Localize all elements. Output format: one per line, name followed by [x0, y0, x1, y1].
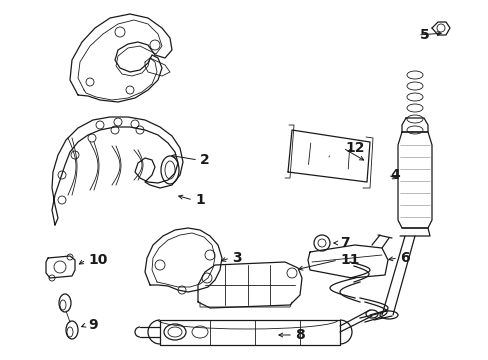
Text: 12: 12 [345, 141, 364, 155]
Text: 1: 1 [195, 193, 204, 207]
Text: 8: 8 [294, 328, 304, 342]
Text: 10: 10 [88, 253, 107, 267]
Text: 4: 4 [389, 168, 399, 182]
Text: 11: 11 [339, 253, 359, 267]
Text: 7: 7 [339, 236, 349, 250]
Text: 9: 9 [88, 318, 98, 332]
Text: 3: 3 [231, 251, 241, 265]
Text: 2: 2 [200, 153, 209, 167]
Text: 5: 5 [419, 28, 429, 42]
Text: 6: 6 [399, 251, 409, 265]
